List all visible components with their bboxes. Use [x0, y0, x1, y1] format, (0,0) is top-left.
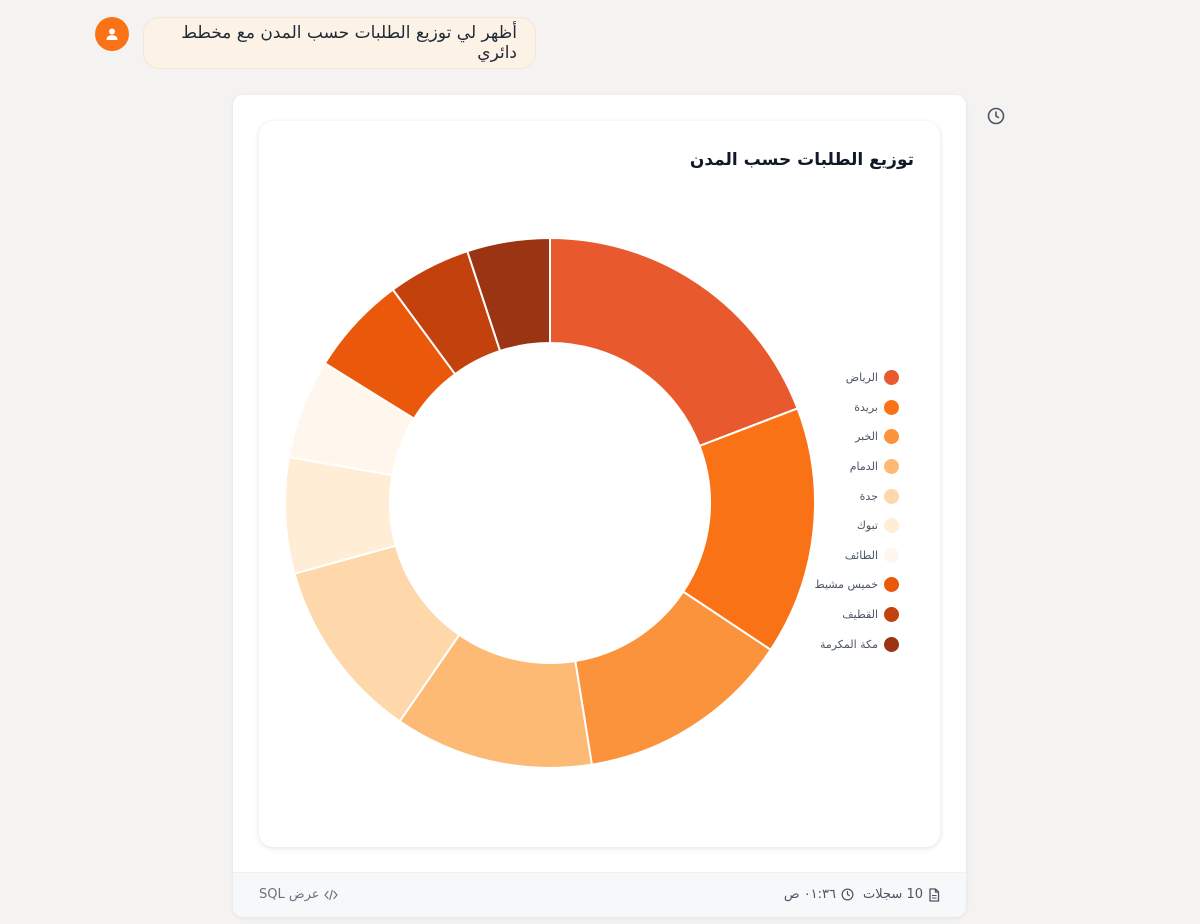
legend-item[interactable]: الدمام	[799, 452, 899, 482]
response-time: ٠١:٣٦ ص	[784, 887, 854, 902]
clock-icon	[841, 888, 854, 901]
legend-item[interactable]: الرياض	[799, 363, 899, 393]
legend-swatch	[884, 399, 899, 415]
user-avatar	[95, 17, 129, 51]
legend-item[interactable]: مكة المكرمة	[799, 629, 899, 659]
chart-title: توزيع الطلبات حسب المدن	[689, 150, 914, 170]
legend-label: مكة المكرمة	[819, 637, 878, 651]
user-message-bubble: أظهر لي توزيع الطلبات حسب المدن مع مخطط …	[143, 17, 536, 69]
legend-item[interactable]: القطيف	[799, 600, 899, 630]
card-footer: 10 سجلات ٠١:٣٦ ص عرض SQL	[233, 872, 966, 917]
answer-card: توزيع الطلبات حسب المدن الرياض بريدة الخبر…	[233, 95, 966, 917]
legend-swatch	[884, 429, 899, 445]
legend-label: جدة	[859, 489, 878, 503]
donut-slice[interactable]	[549, 236, 799, 448]
legend-label: الدمام	[849, 460, 878, 474]
legend-item[interactable]: تبوك	[799, 511, 899, 541]
legend-label: خميس مشيط	[814, 578, 878, 592]
legend-label: تبوك	[856, 519, 878, 533]
chart-legend: الرياض بريدة الخبر الدمام جدة تبوك الطائف خميس …	[799, 363, 899, 659]
legend-label: الطائف	[844, 548, 878, 562]
legend-swatch	[884, 459, 899, 475]
legend-swatch	[884, 488, 899, 504]
legend-item[interactable]: الخبر	[799, 422, 899, 452]
time-label: ٠١:٣٦ ص	[783, 887, 836, 902]
legend-swatch	[884, 547, 899, 563]
legend-swatch	[884, 370, 899, 386]
legend-label: القطيف	[842, 608, 878, 622]
legend-item[interactable]: خميس مشيط	[799, 570, 899, 600]
view-sql-label: عرض SQL	[259, 887, 320, 902]
records-label: 10 سجلات	[863, 887, 923, 902]
clock-icon[interactable]	[986, 106, 1006, 126]
legend-label: بريدة	[854, 400, 878, 414]
legend-label: الرياض	[845, 371, 878, 385]
document-icon	[929, 887, 940, 902]
user-icon	[106, 28, 118, 40]
legend-item[interactable]: بريدة	[799, 393, 899, 423]
legend-swatch	[884, 636, 899, 652]
legend-item[interactable]: الطائف	[799, 541, 899, 571]
legend-swatch	[884, 607, 899, 623]
donut-slice[interactable]	[466, 236, 551, 353]
legend-label: الخبر	[855, 430, 878, 444]
chart-card: توزيع الطلبات حسب المدن الرياض بريدة الخبر…	[259, 121, 940, 847]
view-sql-button[interactable]: عرض SQL	[259, 887, 338, 902]
legend-swatch	[884, 577, 899, 593]
legend-item[interactable]: جدة	[799, 481, 899, 511]
legend-swatch	[884, 518, 899, 534]
user-message-text: أظهر لي توزيع الطلبات حسب المدن مع مخطط …	[181, 23, 517, 63]
donut-chart	[284, 236, 816, 769]
code-icon	[323, 889, 338, 900]
records-count: 10 سجلات	[863, 887, 940, 902]
